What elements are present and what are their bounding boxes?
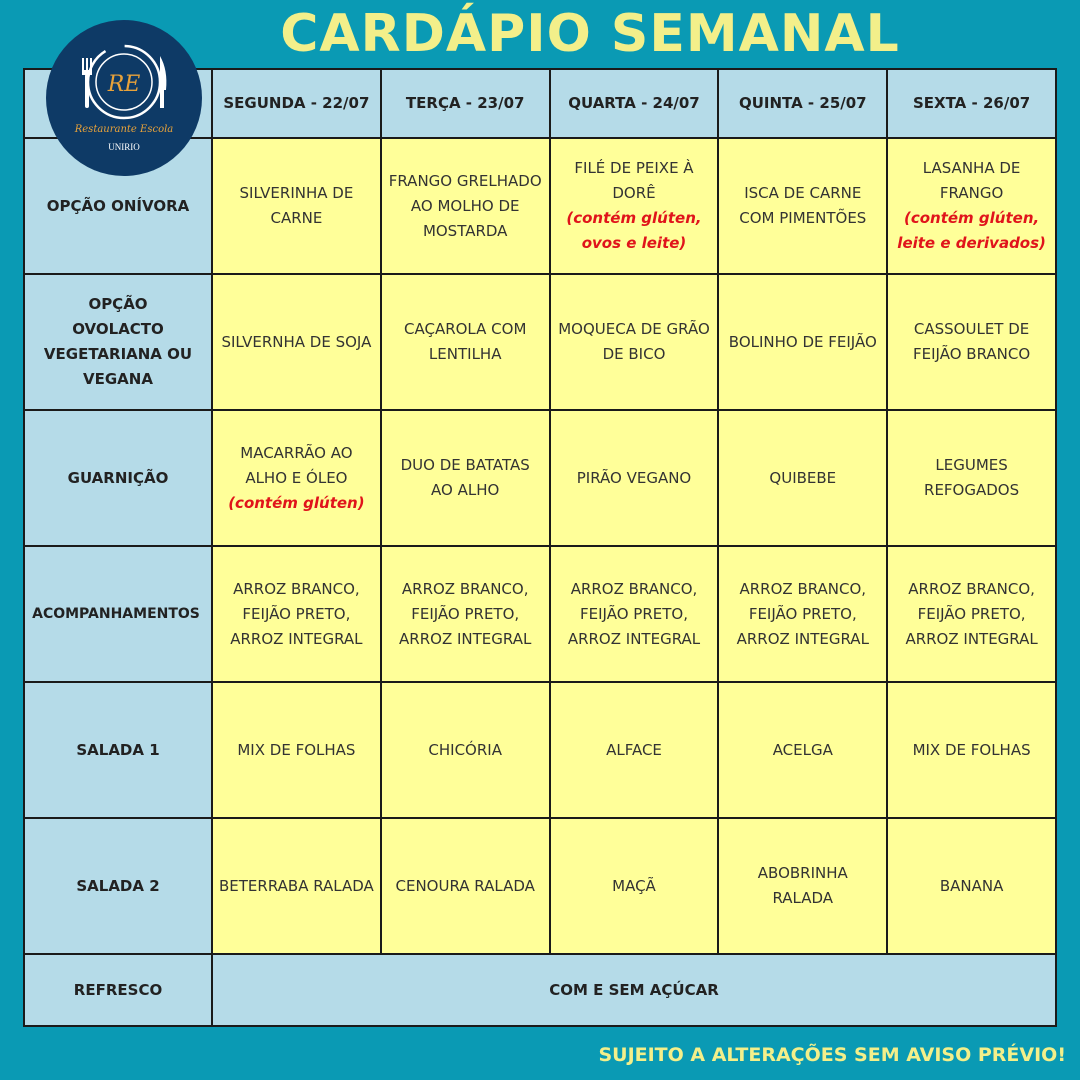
menu-row: ACOMPANHAMENTOS ARROZ BRANCO, FEIJÃO PRET… bbox=[23, 545, 1057, 683]
dish-name: SILVERNHA DE SOJA bbox=[221, 332, 372, 351]
row-label-text: OPÇÃO ONÍVORA bbox=[46, 196, 190, 215]
menu-cell: MIX DE FOLHAS bbox=[211, 681, 382, 819]
day-header: QUARTA - 24/07 bbox=[548, 68, 720, 139]
dish-name: MAÇÃ bbox=[612, 876, 656, 895]
day-header: SEGUNDA - 22/07 bbox=[211, 68, 382, 139]
menu-cell: ACELGA bbox=[717, 681, 889, 819]
dish-name: BOLINHO DE FEIJÃO bbox=[728, 332, 877, 351]
menu-cell: CENOURA RALADA bbox=[379, 817, 551, 955]
row-label: SALADA 2 bbox=[23, 817, 213, 955]
menu-row: OPÇÃO ONÍVORA SILVERINHA DE CARNE FRANGO G… bbox=[23, 137, 1057, 275]
menu-cell: ISCA DE CARNE COM PIMENTÕES bbox=[717, 137, 889, 275]
row-label: SALADA 1 bbox=[23, 681, 213, 819]
dish-name: LASANHA DE FRANGO bbox=[922, 159, 1021, 202]
logo-institution: UNIRIO bbox=[108, 142, 140, 152]
menu-cell: LASANHA DE FRANGO (contém glúten, leite e… bbox=[886, 137, 1057, 275]
row-label: ACOMPANHAMENTOS bbox=[23, 545, 213, 683]
menu-cell: SILVERINHA DE CARNE bbox=[211, 137, 382, 275]
menu-cell: ARROZ BRANCO, FEIJÃO PRETO, ARROZ INTEGR… bbox=[548, 545, 720, 683]
dish-name: ACELGA bbox=[772, 740, 833, 759]
day-header: SEXTA - 26/07 bbox=[886, 68, 1057, 139]
dish-name: SILVERINHA DE CARNE bbox=[239, 184, 354, 227]
allergen-note: (contém glúten, leite e derivados) bbox=[897, 209, 1046, 252]
menu-cell: MOQUECA DE GRÃO DE BICO bbox=[548, 273, 720, 411]
dish-name: CENOURA RALADA bbox=[395, 876, 535, 895]
row-label: REFRESCO bbox=[23, 953, 213, 1027]
dish-name: MOQUECA DE GRÃO DE BICO bbox=[558, 320, 710, 363]
dish-name: CAÇAROLA COM LENTILHA bbox=[404, 320, 527, 363]
row-label: OPÇÃO ONÍVORA bbox=[23, 137, 213, 275]
menu-cell: MACARRÃO AO ALHO E ÓLEO (contém glúten) bbox=[211, 409, 382, 547]
dish-name: DUO DE BATATAS AO ALHO bbox=[400, 456, 530, 499]
menu-cell: FILÉ DE PEIXE À DORÊ (contém glúten, ovos… bbox=[548, 137, 720, 275]
dish-name: ARROZ BRANCO, FEIJÃO PRETO, ARROZ INTEGR… bbox=[905, 579, 1038, 648]
menu-row: SALADA 1 MIX DE FOLHAS CHICÓRIA ALFACE ACELG… bbox=[23, 681, 1057, 819]
menu-cell: MIX DE FOLHAS bbox=[886, 681, 1057, 819]
dish-name: ISCA DE CARNE COM PIMENTÕES bbox=[739, 184, 867, 227]
row-label: OPÇÃO OVOLACTO VEGETARIANA OU VEGANA bbox=[23, 273, 213, 411]
menu-cell: BETERRABA RALADA bbox=[211, 817, 382, 955]
menu-cell: QUIBEBE bbox=[717, 409, 889, 547]
menu-cell: SILVERNHA DE SOJA bbox=[211, 273, 382, 411]
plate-cutlery-icon: RE bbox=[82, 44, 167, 120]
row-label-text: ACOMPANHAMENTOS bbox=[32, 605, 200, 622]
dish-name: ALFACE bbox=[606, 740, 662, 759]
menu-cell: MAÇÃ bbox=[548, 817, 720, 955]
restaurant-logo: RE Restaurante Escola UNIRIO bbox=[46, 20, 202, 176]
refresco-value: COM E SEM AÇÚCAR bbox=[211, 953, 1057, 1027]
dish-name: ARROZ BRANCO, FEIJÃO PRETO, ARROZ INTEGR… bbox=[567, 579, 701, 648]
logo-initials: RE bbox=[107, 72, 141, 97]
menu-cell: ALFACE bbox=[548, 681, 720, 819]
dish-name: CASSOULET DE FEIJÃO BRANCO bbox=[913, 320, 1031, 363]
logo-brand: Restaurante Escola bbox=[74, 124, 174, 135]
dish-name: MIX DE FOLHAS bbox=[237, 740, 356, 759]
menu-cell: ABOBRINHA RALADA bbox=[717, 817, 889, 955]
dish-name: MIX DE FOLHAS bbox=[912, 740, 1031, 759]
menu-cell: BOLINHO DE FEIJÃO bbox=[717, 273, 889, 411]
dish-name: CHICÓRIA bbox=[428, 740, 502, 759]
row-label-text: SALADA 2 bbox=[76, 876, 160, 895]
menu-cell: BANANA bbox=[886, 817, 1057, 955]
row-label-text: SALADA 1 bbox=[76, 740, 160, 759]
menu-cell: LEGUMES REFOGADOS bbox=[886, 409, 1057, 547]
allergen-note: (contém glúten) bbox=[228, 493, 365, 512]
dish-name: ABOBRINHA RALADA bbox=[757, 864, 848, 907]
dish-name: BANANA bbox=[939, 876, 1004, 895]
disclaimer: SUJEITO A ALTERAÇÕES SEM AVISO PRÉVIO! bbox=[598, 1044, 1066, 1066]
menu-table: SEGUNDA - 22/07 TERÇA - 23/07 QUARTA - 2… bbox=[23, 68, 1057, 1027]
dish-name: BETERRABA RALADA bbox=[219, 876, 374, 895]
allergen-note: (contém glúten, ovos e leite) bbox=[566, 209, 702, 252]
row-label-text: OPÇÃO OVOLACTO VEGETARIANA OU VEGANA bbox=[43, 295, 193, 388]
menu-cell: DUO DE BATATAS AO ALHO bbox=[379, 409, 551, 547]
menu-row: OPÇÃO OVOLACTO VEGETARIANA OU VEGANA SILV… bbox=[23, 273, 1057, 411]
dish-name: PIRÃO VEGANO bbox=[576, 468, 692, 487]
row-label-text: GUARNIÇÃO bbox=[67, 468, 169, 487]
dish-name: QUIBEBE bbox=[769, 468, 837, 487]
refresco-row: REFRESCO COM E SEM AÇÚCAR bbox=[23, 953, 1057, 1027]
menu-cell: FRANGO GRELHADO AO MOLHO DE MOSTARDA bbox=[379, 137, 551, 275]
dish-name: MACARRÃO AO ALHO E ÓLEO bbox=[240, 443, 353, 487]
row-label: GUARNIÇÃO bbox=[23, 409, 213, 547]
dish-name: ARROZ BRANCO, FEIJÃO PRETO, ARROZ INTEGR… bbox=[230, 579, 363, 648]
day-header: QUINTA - 25/07 bbox=[717, 68, 889, 139]
dish-name: LEGUMES REFOGADOS bbox=[924, 456, 1020, 499]
menu-cell: PIRÃO VEGANO bbox=[548, 409, 720, 547]
menu-cell: ARROZ BRANCO, FEIJÃO PRETO, ARROZ INTEGR… bbox=[717, 545, 889, 683]
dish-name: ARROZ BRANCO, FEIJÃO PRETO, ARROZ INTEGR… bbox=[399, 579, 532, 648]
menu-cell: CAÇAROLA COM LENTILHA bbox=[379, 273, 551, 411]
dish-name: FRANGO GRELHADO AO MOLHO DE MOSTARDA bbox=[388, 171, 542, 240]
page-title: CARDÁPIO SEMANAL bbox=[280, 4, 900, 64]
dish-name: FILÉ DE PEIXE À DORÊ bbox=[574, 159, 694, 202]
day-header: TERÇA - 23/07 bbox=[379, 68, 551, 139]
menu-cell: CASSOULET DE FEIJÃO BRANCO bbox=[886, 273, 1057, 411]
menu-cell: ARROZ BRANCO, FEIJÃO PRETO, ARROZ INTEGR… bbox=[886, 545, 1057, 683]
menu-row: GUARNIÇÃO MACARRÃO AO ALHO E ÓLEO (contém … bbox=[23, 409, 1057, 547]
dish-name: ARROZ BRANCO, FEIJÃO PRETO, ARROZ INTEGR… bbox=[736, 579, 869, 648]
menu-cell: CHICÓRIA bbox=[379, 681, 551, 819]
menu-cell: ARROZ BRANCO, FEIJÃO PRETO, ARROZ INTEGR… bbox=[211, 545, 382, 683]
menu-cell: ARROZ BRANCO, FEIJÃO PRETO, ARROZ INTEGR… bbox=[379, 545, 551, 683]
menu-row: SALADA 2 BETERRABA RALADA CENOURA RALADA MA… bbox=[23, 817, 1057, 955]
